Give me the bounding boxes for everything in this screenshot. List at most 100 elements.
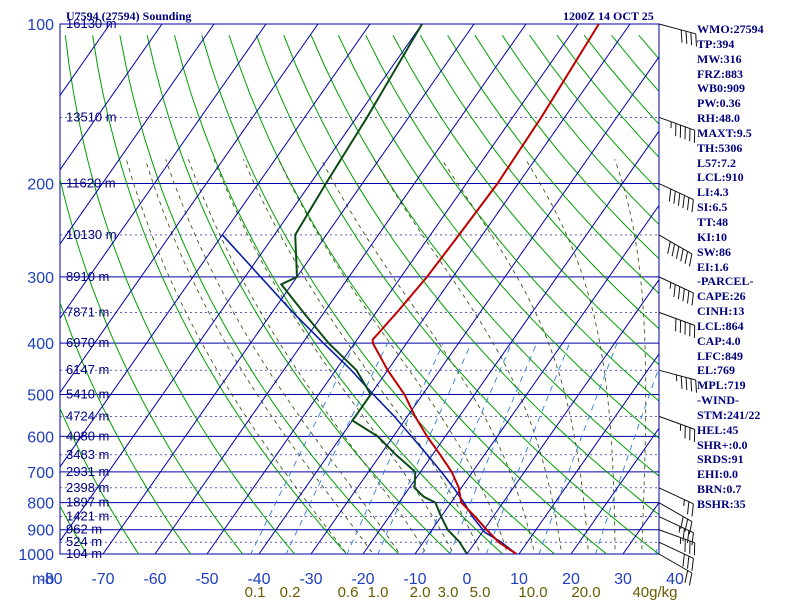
mixing-ratio-label: 2.0 — [410, 584, 431, 600]
wind-barb-flag — [687, 501, 690, 515]
isotherm — [60, 24, 371, 468]
height-label: 16130 m — [66, 16, 117, 31]
height-label: 962 m — [66, 522, 102, 537]
wind-barb-staff — [658, 516, 694, 534]
height-label: 10130 m — [66, 227, 117, 242]
wind-barb — [658, 369, 697, 393]
pressure-tick-label: 100 — [27, 17, 54, 34]
mixing-ratio-line — [285, 342, 389, 554]
parcel-path-line — [221, 234, 517, 554]
wind-barb-flag — [680, 376, 683, 389]
wind-barb-flag — [690, 32, 693, 46]
wind-barb-flag — [688, 572, 693, 586]
wind-barb-flag — [680, 516, 684, 530]
moist-adiabat — [213, 159, 455, 554]
mixing-ratio-line — [421, 342, 513, 554]
isotherm — [102, 24, 475, 554]
mixing-ratio-label: 0.6 — [338, 584, 359, 600]
pressure-tick-label: 200 — [27, 177, 54, 194]
isotherm — [310, 55, 659, 554]
dry-adiabat — [337, 34, 659, 439]
dry-adiabat — [92, 35, 348, 554]
wind-barb — [658, 541, 694, 571]
isotherm — [414, 204, 659, 554]
moist-adiabat — [614, 159, 647, 554]
moist-adiabat — [278, 159, 509, 554]
wind-barb-flag — [688, 253, 693, 267]
isotherm — [60, 24, 215, 245]
temperature-tick-label: 30 — [614, 571, 632, 588]
index-item: MAXT:9.5 — [697, 125, 752, 140]
index-item: -PARCEL- — [697, 274, 754, 289]
temperature-line — [371, 24, 600, 554]
index-item: CAPE:26 — [697, 289, 746, 304]
index-item: EHI:0.0 — [697, 467, 739, 482]
mixing-ratio-line — [346, 342, 444, 554]
mixing-ratio-label: 1.0 — [368, 584, 389, 600]
height-label: 8910 m — [66, 269, 109, 284]
wind-barb — [658, 516, 694, 546]
pressure-axis-labels: 100 200 300 400 500 600 700 800 900 1000 mb — [18, 17, 54, 588]
wind-barb-flag — [687, 530, 690, 544]
wind-barb — [658, 529, 696, 556]
dry-adiabat — [255, 35, 659, 554]
wind-barb-staff — [658, 415, 695, 430]
pressure-tick-label: 900 — [27, 523, 54, 540]
wind-barb-staff — [658, 553, 693, 574]
moist-adiabat — [144, 159, 374, 554]
wind-barb-flag — [668, 188, 672, 202]
wind-barb-flag — [690, 378, 693, 392]
temperature-tick-label: 40 — [666, 571, 684, 588]
wind-barb-flag — [684, 251, 689, 264]
index-item: EL:769 — [697, 363, 736, 378]
wind-barb-flag — [684, 570, 689, 584]
temperature-tick-label: -70 — [91, 571, 114, 588]
plot-area — [60, 24, 659, 554]
mixing-ratio-label: 3.0 — [438, 584, 459, 600]
wind-barb-flag — [691, 503, 694, 517]
index-item: CAP:4.0 — [697, 333, 741, 348]
wind-barb-staff — [658, 311, 695, 326]
dry-adiabat — [310, 34, 659, 477]
mixing-ratio-label: 0.2 — [280, 584, 301, 600]
index-item: BRN:0.7 — [697, 482, 742, 497]
moist-adiabat — [373, 159, 563, 554]
dry-adiabat — [228, 35, 608, 554]
mixing-ratio-label: 20.0 — [571, 584, 600, 600]
index-item: EI:1.6 — [697, 259, 729, 274]
wind-barb-flag — [691, 532, 694, 546]
wind-barb-flag — [687, 290, 690, 304]
wind-barb — [658, 487, 694, 517]
index-item: STM:241/22 — [697, 407, 761, 422]
mixing-ratio-line — [485, 342, 571, 554]
moist-adiabat — [525, 159, 616, 554]
mixing-ratio-label: 10.0 — [518, 584, 547, 600]
indices-panel: WMO:27594 TP:394 MW:316 FRZ:883 WB0:909 PW:0.… — [697, 22, 764, 512]
dry-adiabat — [474, 34, 659, 260]
wind-barb-flag — [685, 377, 688, 391]
isotherm — [518, 353, 659, 554]
dry-adiabat — [60, 407, 140, 554]
dry-adiabat — [60, 301, 192, 554]
dry-adiabat — [392, 34, 659, 366]
isotherm — [60, 24, 163, 171]
temperature-tick-label: -30 — [299, 571, 322, 588]
wind-barb-half-flag — [683, 499, 685, 506]
wind-barb-flag — [691, 292, 694, 306]
wind-barb-flag — [682, 288, 685, 302]
temperature-tick-label: -80 — [39, 571, 62, 588]
plot-background — [60, 24, 659, 554]
index-item: LCL:910 — [697, 170, 744, 185]
mixing-ratio-label: 0.1 — [245, 584, 266, 600]
moist-adiabat — [667, 159, 689, 565]
height-label: 2931 m — [66, 464, 109, 479]
wind-barb-flag — [677, 193, 681, 206]
height-label: 1897 m — [66, 495, 109, 510]
sounding-time: 1200Z 14 OCT 25 — [563, 9, 654, 23]
pressure-tick-label: 600 — [27, 429, 54, 446]
height-label: 2398 m — [66, 480, 109, 495]
mixing-ratio-label: 5.0 — [470, 584, 491, 600]
wind-barb-half-flag — [669, 282, 672, 289]
wind-barb-flag — [682, 195, 685, 208]
